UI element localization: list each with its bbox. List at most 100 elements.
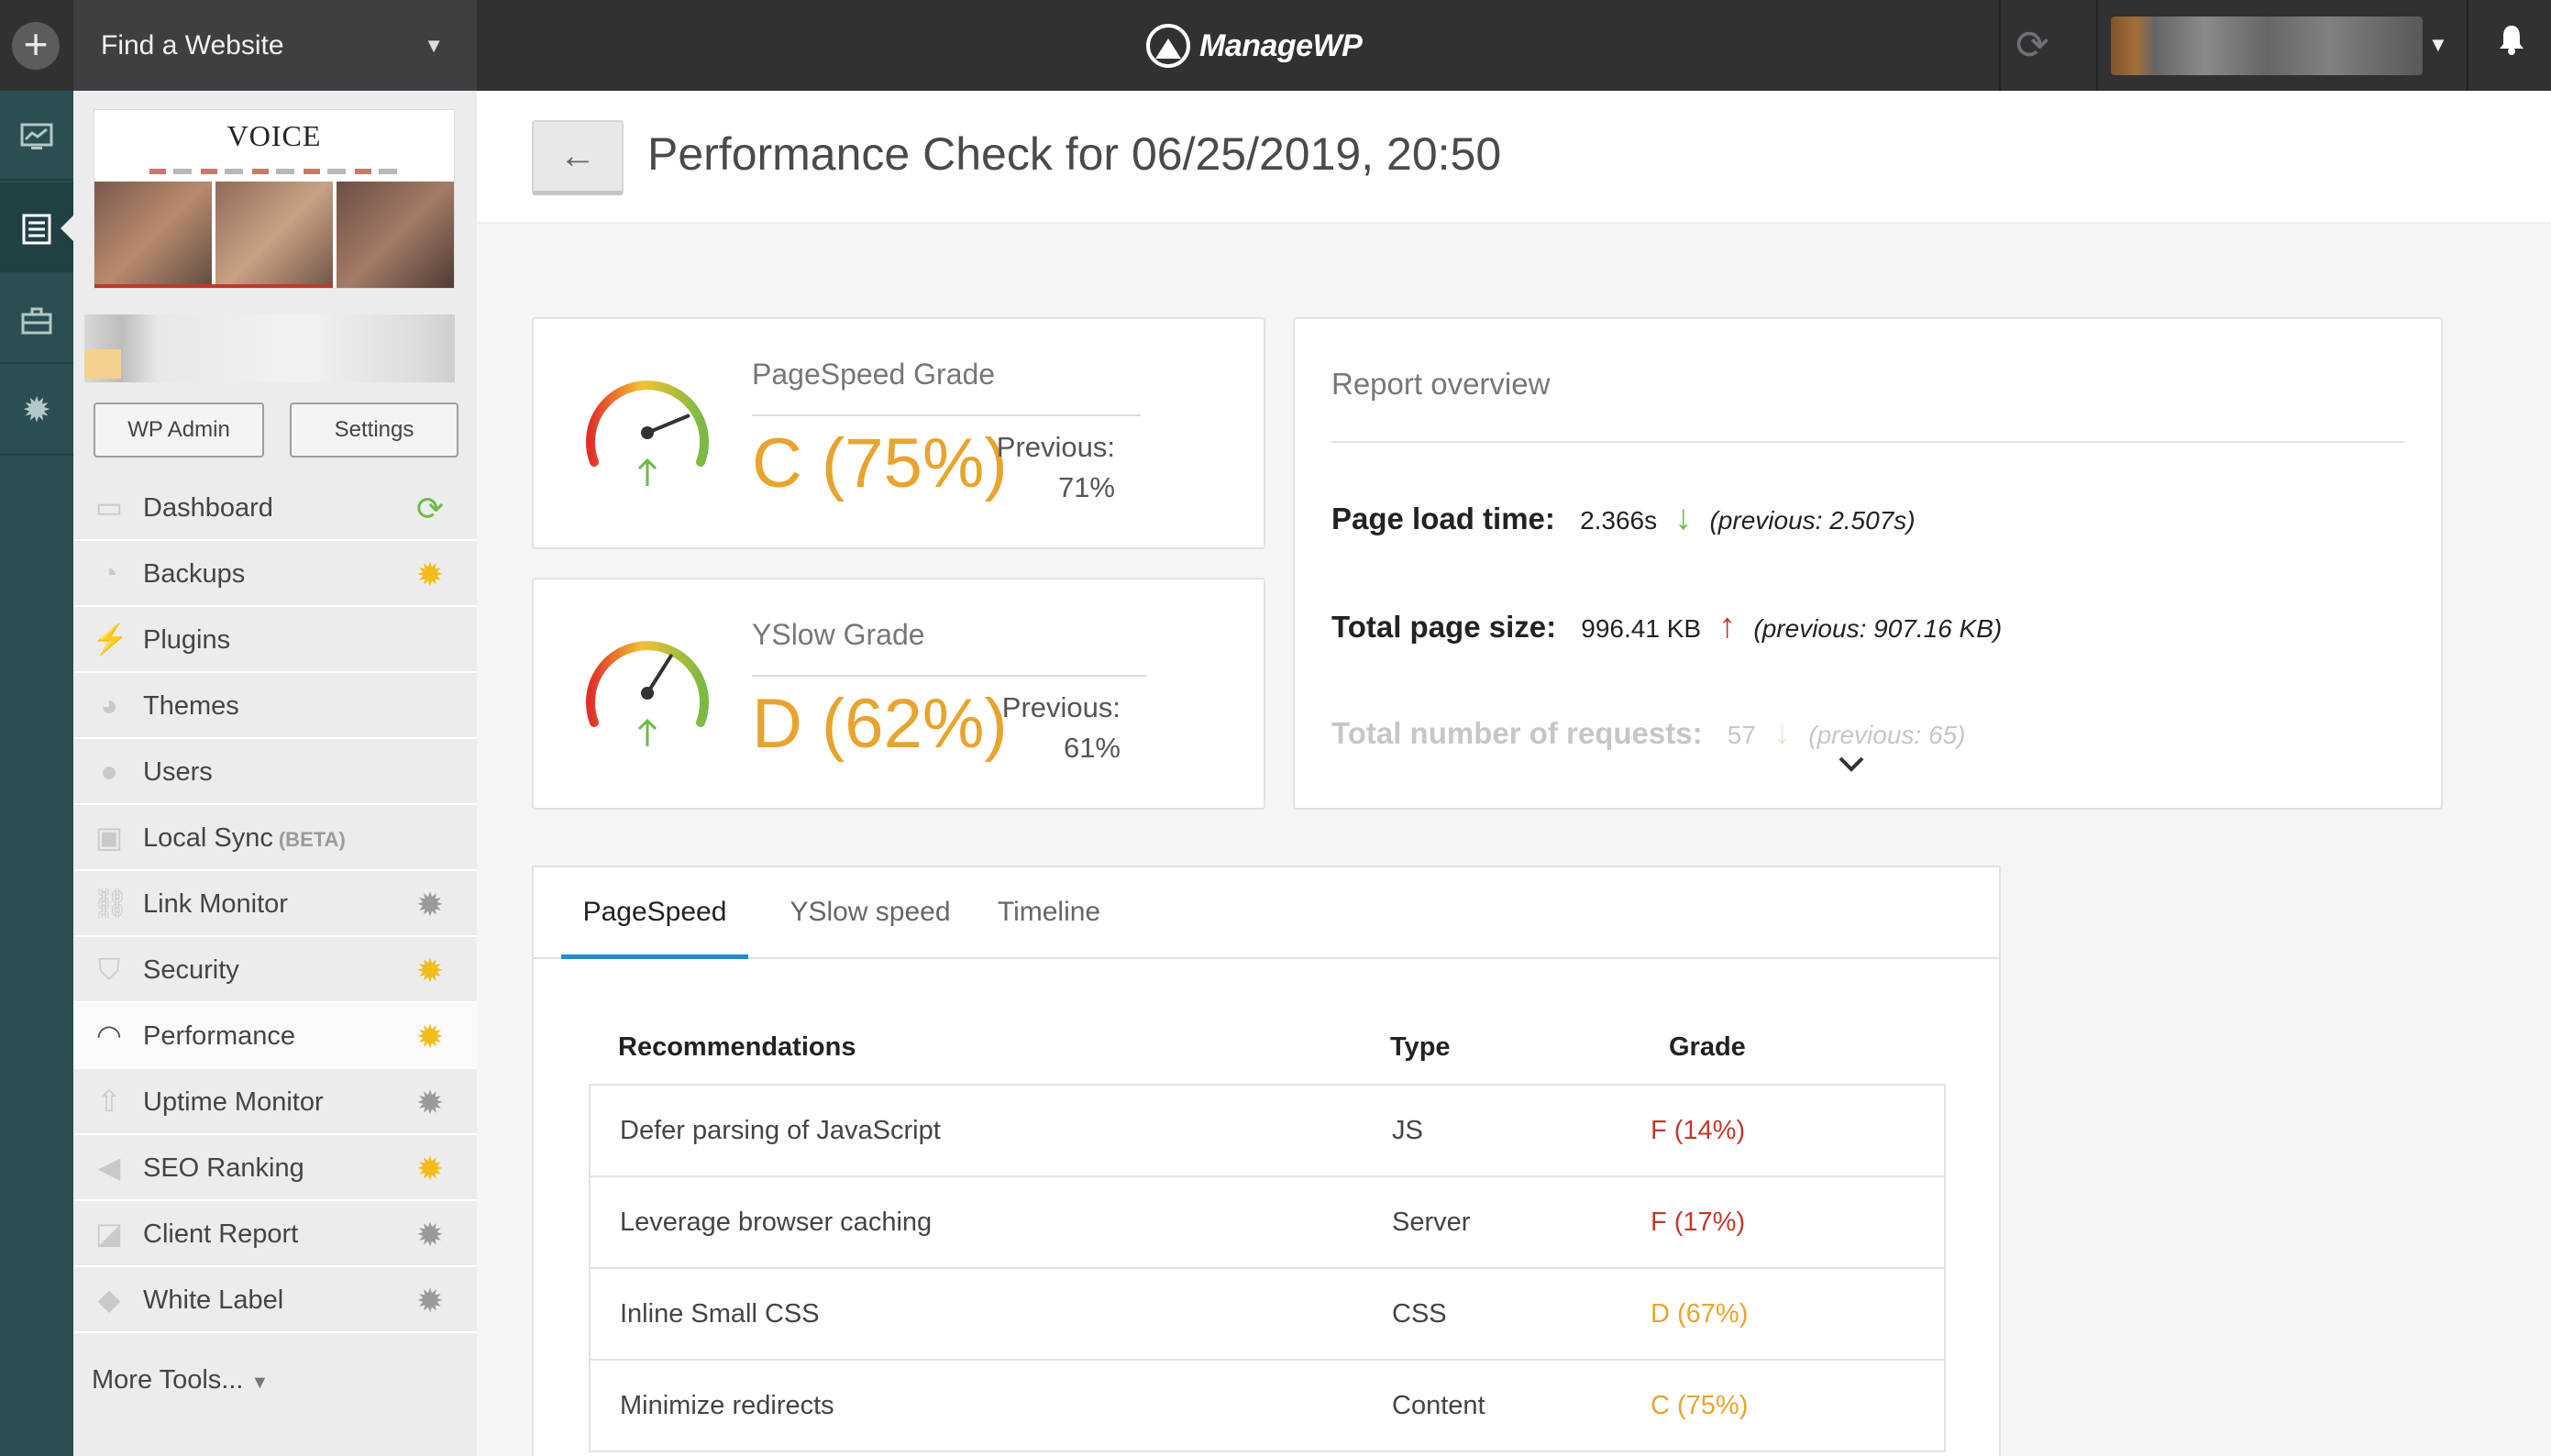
megaphone-icon: ◀ — [97, 1151, 121, 1184]
divider — [1331, 441, 2404, 443]
more-tools-dropdown[interactable]: More Tools... ▼ — [92, 1365, 269, 1395]
menu-item-uptime-monitor[interactable]: ⇧ Uptime Monitor ✹ — [73, 1069, 477, 1135]
pagespeed-previous-value: 71% — [1057, 471, 1115, 503]
gear-icon[interactable]: ✹ — [415, 1150, 445, 1187]
menu-item-seo-ranking[interactable]: ◀ SEO Ranking ✹ — [73, 1135, 477, 1201]
website-thumbnail[interactable]: VOICE — [94, 109, 455, 289]
overview-dashboard-icon[interactable] — [0, 91, 73, 181]
refresh-icon[interactable]: ⟳ — [2015, 23, 2049, 68]
menu-item-backups[interactable]: ◔ Backups ✹ — [73, 541, 477, 607]
menu-item-label: Themes — [143, 691, 239, 721]
menu-item-themes[interactable]: ◕ Themes — [73, 673, 477, 739]
recommendation-type: CSS — [1392, 1299, 1447, 1329]
pagespeed-previous-label: Previous: — [996, 431, 1115, 463]
menu-item-label: Uptime Monitor — [143, 1087, 324, 1117]
user-icon: ● — [100, 755, 118, 788]
recommendations-header: Recommendations — [618, 1032, 856, 1062]
report-overview-title: Report overview — [1331, 367, 1551, 401]
gear-icon[interactable]: ✹ — [415, 1216, 445, 1253]
managewp-logo[interactable]: ManageWP — [1146, 20, 1363, 72]
grade-header: Grade — [1669, 1032, 1746, 1062]
sync-icon: ▣ — [94, 821, 124, 854]
website-url-blurred — [84, 314, 455, 382]
gear-icon[interactable]: ✹ — [415, 952, 445, 989]
menu-item-label: Link Monitor — [143, 889, 288, 919]
websites-list-icon[interactable] — [0, 182, 73, 272]
pagespeed-grade-card: PageSpeed Grade C (75%) Previous: 71% — [532, 317, 1265, 549]
menu-item-label: Local Sync (BETA) — [143, 805, 346, 873]
menu-item-dashboard[interactable]: ▭ Dashboard ⟳ — [73, 475, 477, 541]
back-button[interactable]: ← — [532, 120, 624, 195]
website-selector-label: Find a Website — [101, 30, 284, 61]
wp-admin-button[interactable]: WP Admin — [94, 403, 264, 458]
gear-icon[interactable]: ✹ — [415, 1282, 445, 1319]
settings-gear-icon[interactable]: ✹ — [0, 366, 73, 456]
recommendation-type: JS — [1392, 1116, 1423, 1145]
site-sidebar: VOICE WP Admin Settings ▭ Dashboard ⟳ ◔ … — [73, 91, 477, 1456]
toolbar-divider — [1999, 0, 2001, 91]
recommendation-grade: D (67%) — [1651, 1299, 1749, 1329]
local-sync-label: Local Sync — [143, 823, 273, 853]
tag-icon: ◆ — [97, 1283, 121, 1316]
menu-item-client-report[interactable]: ◪ Client Report ✹ — [73, 1201, 477, 1267]
expand-chevron-down-icon[interactable] — [1838, 750, 1865, 779]
yslow-grade-value: D (62%) — [752, 685, 1008, 763]
thumbnail-progress — [94, 284, 333, 288]
menu-item-label: Client Report — [143, 1219, 299, 1249]
menu-item-users[interactable]: ● Users — [73, 739, 477, 805]
tab-yslow-speed[interactable]: YSlow speed — [790, 897, 951, 927]
table-row[interactable]: Defer parsing of JavaScript JS F (14%) — [591, 1086, 1944, 1177]
yslow-grade-card: YSlow Grade D (62%) Previous: 61% — [532, 578, 1265, 810]
thumbnail-site-title: VOICE — [226, 119, 322, 152]
gear-icon[interactable]: ✹ — [415, 556, 445, 593]
page-title: Performance Check for 06/25/2019, 20:50 — [647, 128, 1502, 180]
tab-timeline[interactable]: Timeline — [997, 897, 1101, 927]
add-website-button[interactable]: + — [12, 22, 60, 70]
gear-icon[interactable]: ✹ — [415, 1084, 445, 1121]
menu-item-label: Plugins — [143, 625, 231, 655]
gear-icon[interactable]: ✹ — [415, 1018, 445, 1055]
icon-rail: ✹ — [0, 91, 73, 1456]
menu-item-white-label[interactable]: ◆ White Label ✹ — [73, 1267, 477, 1333]
recommendation-name: Inline Small CSS — [620, 1299, 820, 1329]
menu-item-link-monitor[interactable]: ⛓ Link Monitor ✹ — [73, 871, 477, 937]
user-account-menu[interactable] — [2111, 17, 2423, 75]
site-tools-menu: ▭ Dashboard ⟳ ◔ Backups ✹ ⚡ Plugins ◕ Th… — [73, 475, 477, 1333]
menu-item-security[interactable]: ⛉ Security ✹ — [73, 937, 477, 1003]
table-row[interactable]: Minimize redirects Content C (75%) — [591, 1361, 1944, 1452]
tab-pagespeed[interactable]: PageSpeed — [561, 867, 748, 959]
total-page-size-value: 996.41 KB — [1581, 614, 1702, 643]
report-overview-card: Report overview Page load time: 2.366s ↓… — [1293, 317, 2443, 810]
arrow-up-icon: ↑ — [1718, 607, 1737, 645]
website-selector[interactable]: Find a Website ▼ — [73, 0, 477, 91]
site-settings-button[interactable]: Settings — [290, 403, 458, 458]
menu-item-label: Users — [143, 757, 213, 787]
recommendation-name: Minimize redirects — [620, 1391, 834, 1420]
menu-item-label: White Label — [143, 1285, 284, 1315]
pagespeed-gauge-icon — [586, 381, 709, 486]
shield-icon: ⛉ — [97, 953, 120, 986]
page-load-time-label: Page load time: — [1331, 502, 1555, 535]
chevron-down-icon[interactable]: ▼ — [2428, 33, 2448, 56]
yslow-gauge-icon — [586, 641, 709, 746]
menu-item-plugins[interactable]: ⚡ Plugins — [73, 607, 477, 673]
notification-bell-icon[interactable] — [2498, 24, 2525, 63]
refresh-status-icon: ⟳ — [415, 490, 445, 527]
table-row[interactable]: Leverage browser caching Server F (17%) — [591, 1177, 1944, 1269]
recommendations-panel: PageSpeed YSlow speed Timeline Recommend… — [532, 866, 2001, 1456]
total-requests-row: Total number of requests: 57 ↓ (previous… — [1331, 713, 1965, 753]
top-bar: + Find a Website ▼ ManageWP ⟳ ▼ — [0, 0, 2551, 91]
menu-item-local-sync[interactable]: ▣ Local Sync (BETA) — [73, 805, 477, 871]
thumbnail-nav — [149, 169, 406, 174]
pagespeed-grade-title: PageSpeed Grade — [752, 358, 996, 391]
gear-icon[interactable]: ✹ — [415, 886, 445, 923]
favicon — [84, 349, 121, 379]
beta-badge: (BETA) — [278, 828, 346, 851]
toolbar-divider — [2467, 0, 2468, 91]
clients-icon[interactable] — [0, 274, 73, 364]
table-row[interactable]: Inline Small CSS CSS D (67%) — [591, 1269, 1944, 1361]
menu-item-performance[interactable]: ◠ Performance ✹ — [73, 1003, 477, 1069]
arrow-up-icon: ⇧ — [96, 1085, 122, 1118]
managewp-logo-icon — [1146, 24, 1190, 68]
recommendation-type: Server — [1392, 1208, 1471, 1237]
